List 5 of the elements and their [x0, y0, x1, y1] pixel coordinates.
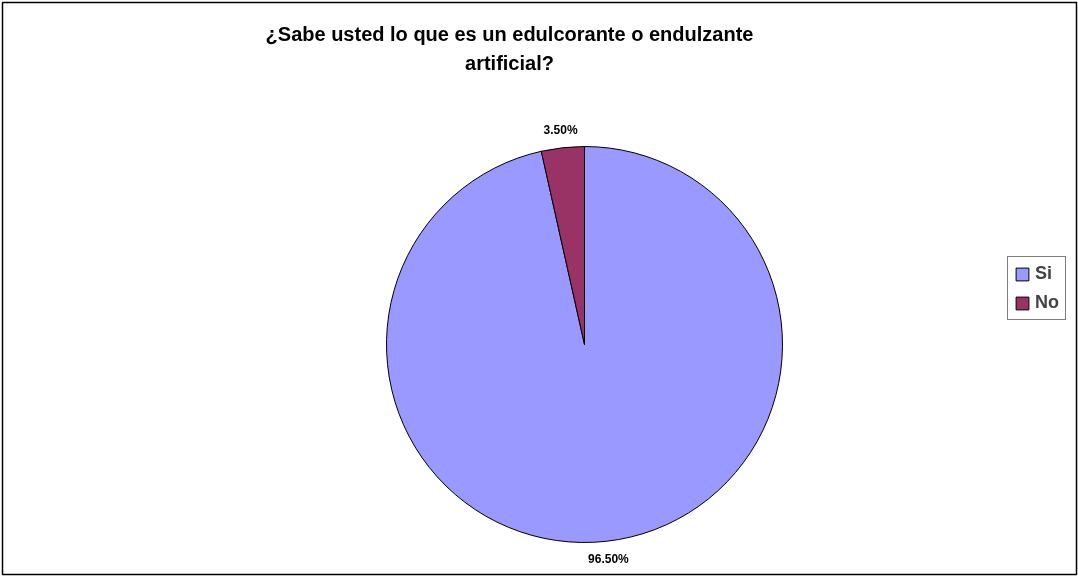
data-label: 96.50% [588, 552, 630, 567]
legend-label: Si [1035, 263, 1053, 284]
legend-label: No [1035, 292, 1059, 313]
data-label: 3.50% [543, 122, 578, 137]
chart-title: ¿Sabe usted lo que es un edulcorante o endulzante artificial? [265, 22, 754, 75]
